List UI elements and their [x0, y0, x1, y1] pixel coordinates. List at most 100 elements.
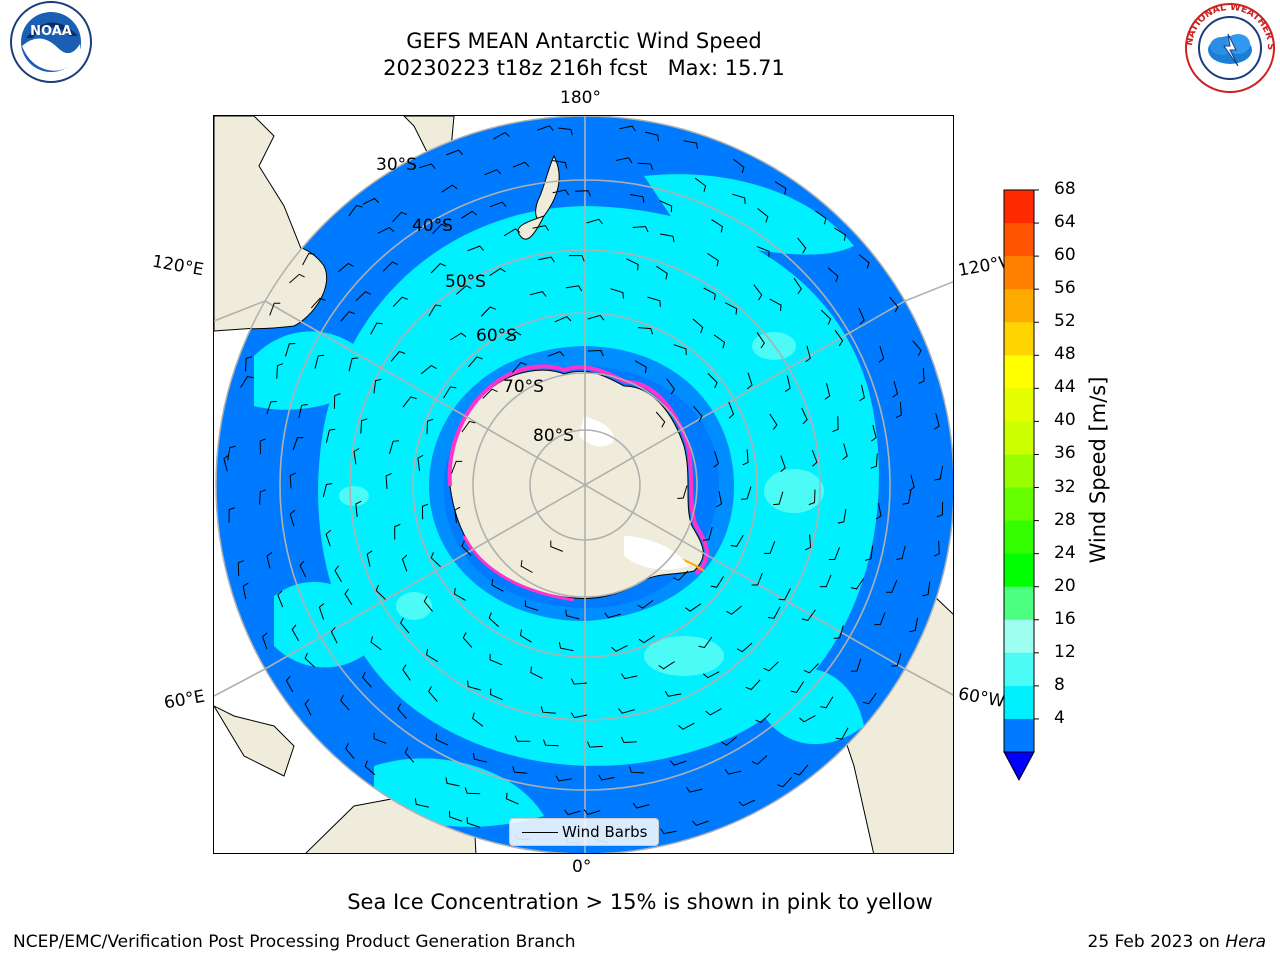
wind-barb — [461, 540, 472, 556]
wind-barb — [370, 636, 382, 651]
wind-barb — [569, 255, 585, 262]
wind-barb — [710, 576, 725, 588]
wind-barb — [570, 712, 588, 719]
wind-barb — [449, 332, 467, 341]
wind-barb — [773, 491, 784, 506]
wind-barb — [764, 541, 776, 554]
wind-barb — [397, 703, 407, 719]
wind-barb — [344, 588, 353, 606]
colorbar-tick-label: 68 — [1054, 179, 1076, 199]
wind-barb — [833, 625, 844, 639]
wind-barb — [269, 302, 281, 316]
wind-barb — [262, 632, 268, 650]
wind-barb — [370, 322, 383, 335]
wind-barb — [240, 376, 254, 388]
wind-barb — [618, 708, 635, 714]
wind-barb — [394, 523, 401, 540]
wind-barb — [334, 565, 342, 582]
colorbar-extend-arrow — [1003, 751, 1035, 782]
wind-barb — [615, 157, 633, 164]
wind-barb — [933, 413, 940, 430]
colorbar-swatch — [1004, 685, 1034, 720]
wind-barb — [489, 653, 503, 666]
wind-barb — [889, 296, 899, 313]
wind-barb — [488, 612, 500, 628]
wind-barb — [565, 609, 580, 620]
wind-barb — [345, 743, 355, 759]
wind-barb — [435, 733, 449, 746]
wind-barb — [242, 582, 249, 600]
wind-barb — [721, 736, 738, 746]
colorbar-swatch — [1004, 553, 1034, 588]
wind-barb — [728, 401, 735, 419]
wind-barb — [353, 448, 360, 465]
wind-barb — [842, 443, 848, 460]
wind-barb — [685, 786, 703, 793]
nws-logo: NATIONAL WEATHER SERVICE — [1178, 0, 1276, 93]
colorbar-tick-label: 8 — [1054, 674, 1065, 695]
wind-barb — [402, 396, 417, 408]
wind-barb — [302, 252, 315, 266]
wind-barb — [672, 570, 689, 581]
wind-barb — [918, 367, 925, 384]
wind-barb — [692, 318, 704, 334]
legend-label: Wind Barbs — [562, 823, 648, 841]
wind-barb — [289, 509, 296, 527]
wind-barb — [505, 331, 522, 340]
wind-barb — [382, 261, 398, 272]
wind-barb — [587, 314, 605, 321]
wind-barb — [820, 309, 832, 325]
wind-barb — [373, 732, 387, 744]
wind-barb — [892, 381, 899, 398]
wind-barb — [736, 642, 753, 653]
lat-label-60: 60°S — [476, 326, 517, 346]
colorbar-swatch — [1004, 388, 1034, 422]
colorbar-swatch — [1004, 454, 1034, 489]
wind-barb — [784, 375, 791, 393]
colorbar-tick-label: 44 — [1054, 377, 1076, 398]
wind-barb — [385, 472, 392, 489]
wind-barb — [586, 741, 603, 748]
colorbar-swatch — [1004, 520, 1034, 555]
colorbar-swatch — [1004, 586, 1034, 621]
wind-barb — [389, 440, 400, 454]
wind-barbs-legend: Wind Barbs — [509, 818, 659, 846]
wind-barb — [862, 692, 877, 705]
wind-barb — [491, 579, 504, 592]
wind-barb — [620, 736, 637, 744]
wind-barb — [660, 233, 675, 243]
wind-barb — [874, 612, 886, 626]
wind-barb — [292, 437, 304, 451]
colorbar-tick-label: 64 — [1054, 212, 1076, 233]
wind-barb — [803, 663, 819, 674]
colorbar-swatch — [1004, 322, 1034, 356]
wind-barb — [804, 534, 812, 551]
wind-barb — [637, 162, 654, 170]
colorbar-tick-label: 48 — [1054, 344, 1076, 365]
wind-barb — [529, 291, 547, 297]
wind-barb — [778, 588, 791, 601]
wind-barb — [741, 486, 752, 500]
wind-barb — [724, 302, 738, 315]
wind-barb — [362, 197, 380, 205]
colorbar-tick-label: 24 — [1054, 542, 1076, 563]
colorbar-tick-label: 16 — [1054, 608, 1076, 629]
lat-label-70: 70°S — [503, 377, 544, 397]
wind-barb — [777, 776, 793, 788]
wind-barb — [820, 696, 834, 709]
wind-barb — [805, 345, 811, 363]
noaa-logo-text: NOAA — [30, 24, 72, 39]
colorbar-tick-label: 36 — [1054, 443, 1076, 464]
wind-barb — [793, 277, 802, 295]
wind-barb — [377, 227, 395, 234]
wind-barb — [259, 489, 267, 505]
wind-barb — [325, 428, 336, 443]
wind-barb — [506, 792, 519, 805]
wind-barb — [289, 472, 297, 489]
wind-barb — [348, 204, 363, 217]
wind-barb — [362, 671, 372, 688]
wind-barb — [299, 560, 307, 578]
wind-barb — [637, 327, 654, 335]
wind-barb — [512, 161, 530, 168]
colorbar — [1003, 189, 1039, 782]
